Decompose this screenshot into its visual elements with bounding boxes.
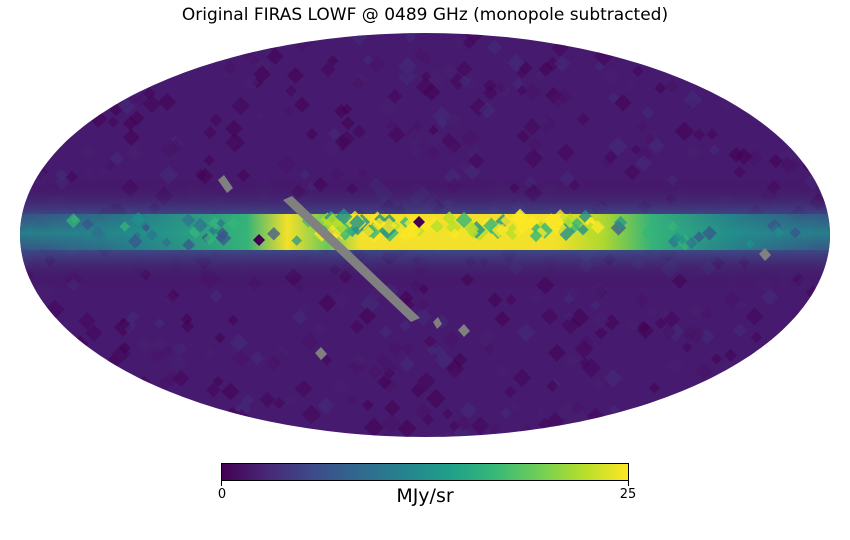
masked-pixels (218, 175, 771, 360)
masked-pixel (433, 317, 442, 329)
colorbar-max-label: 25 (619, 487, 637, 502)
colorbar-unit-label: MJy/sr (396, 485, 454, 507)
colorbar-tick-min (221, 481, 222, 486)
map-pixels (20, 33, 830, 437)
dark-pixels (253, 216, 425, 246)
masked-pixel (218, 175, 233, 193)
map-title: Original FIRAS LOWF @ 0489 GHz (monopole… (181, 5, 669, 25)
masked-pixel (759, 248, 771, 261)
mollweide-sky-map (20, 33, 830, 437)
masked-diagonal-strip (283, 196, 420, 322)
colorbar-min-label: 0 (217, 487, 227, 502)
masked-pixel (458, 324, 470, 337)
colorbar-tick-max (628, 481, 629, 486)
masked-pixel (315, 347, 327, 360)
colorbar (221, 463, 629, 481)
